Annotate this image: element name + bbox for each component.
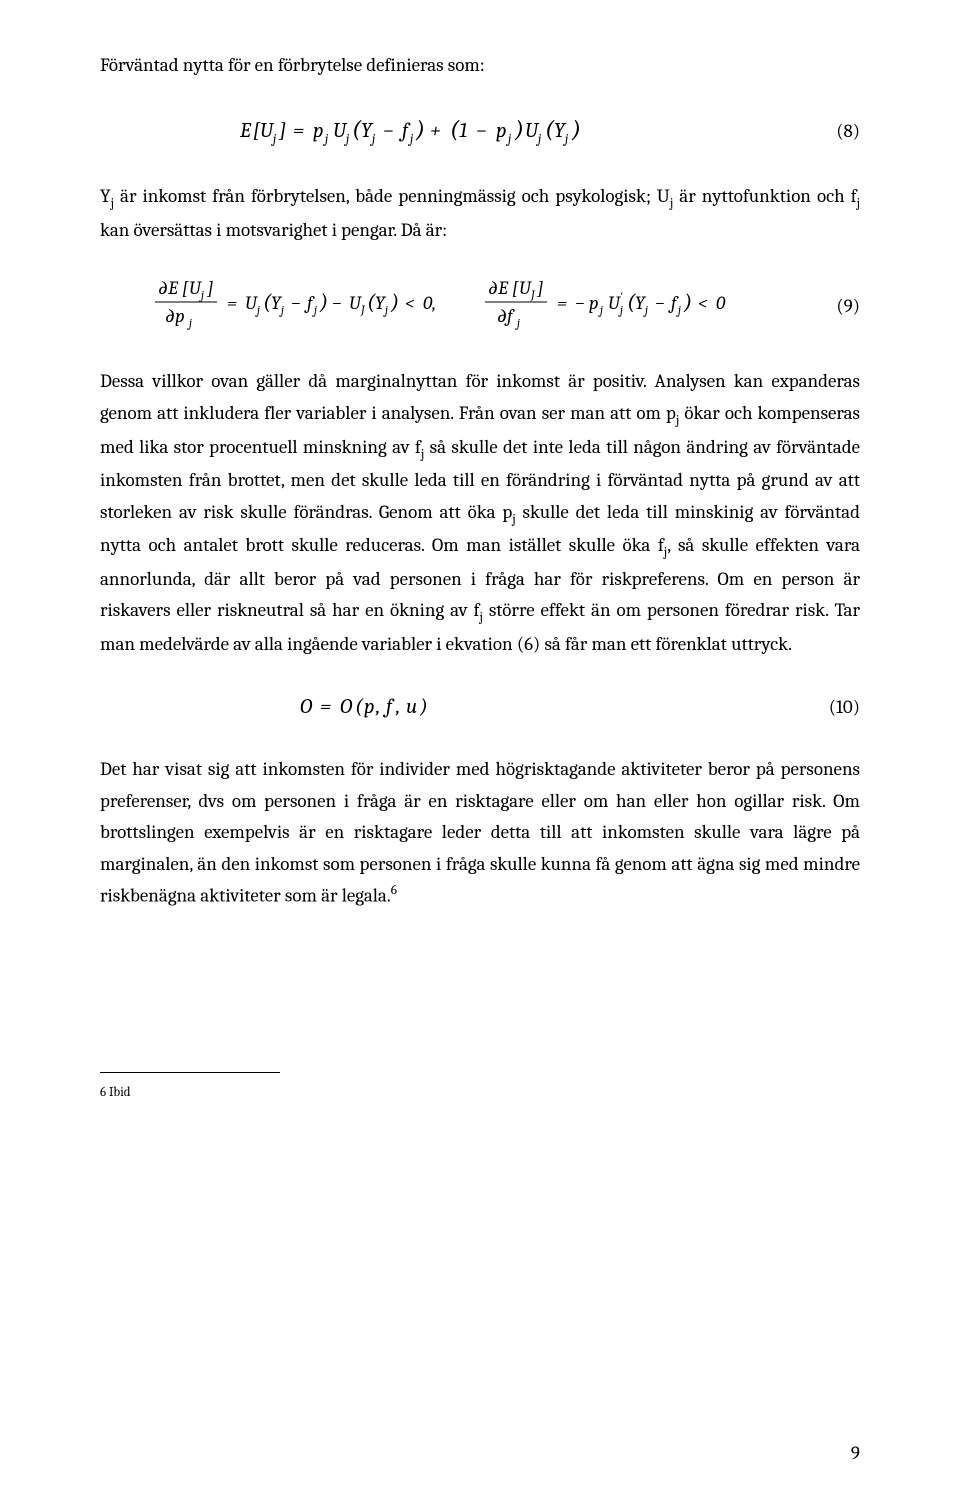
svg-text:]: ] [278,119,286,143]
svg-text:j: j [676,303,681,317]
svg-text:0: 0 [716,292,726,314]
svg-text:): ) [571,115,581,143]
paragraph-2: Dessa villkor ovan gäller då marginalnyt… [100,366,860,660]
equation-10-number: (10) [800,692,860,723]
svg-text:0,: 0, [423,292,436,314]
svg-text:<: < [405,292,415,314]
footnote-ref-6: 6 [391,883,397,898]
svg-text:+: + [430,119,441,143]
svg-text:J: J [360,303,366,317]
svg-text:−: − [575,292,585,314]
svg-text:1: 1 [459,119,467,143]
svg-text:−: − [383,119,394,143]
svg-text:=: = [557,292,567,314]
equation-9-number: (9) [800,291,860,322]
footnote-separator [100,1072,280,1073]
svg-text:j: j [187,316,192,330]
svg-text:j: j [408,132,413,147]
equation-9: ∂E [ U j ] ∂p j = U j ( Y j − f j ) − U … [100,276,800,336]
svg-text:j: j [515,316,520,330]
svg-text:<: < [698,292,708,314]
page-number: 9 [851,1438,860,1469]
svg-text:∂p: ∂p [165,305,185,327]
svg-text:J: J [530,288,536,302]
equation-9-block: ∂E [ U j ] ∂p j = U j ( Y j − f j ) − U … [100,276,860,336]
svg-text:E: E [240,119,252,143]
svg-text:−: − [655,292,665,314]
svg-text:): ) [319,289,328,315]
svg-text:): ) [390,289,399,315]
svg-text:p: p [496,119,507,143]
svg-text:): ) [419,695,428,719]
svg-text:): ) [683,289,692,315]
svg-text:=: = [293,119,304,143]
svg-text:,: , [375,695,380,719]
svg-text:]: ] [536,277,543,299]
svg-text:p: p [364,695,375,719]
svg-text:): ) [514,115,524,143]
equation-8: E [ U j ] = p j U j ( Y j − f j ) + ( 1 … [100,111,800,151]
equation-10: O = O ( p , f , u ) [100,690,680,724]
svg-text:=: = [227,292,237,314]
svg-text:,: , [395,695,400,719]
svg-text:−: − [291,292,301,314]
equation-8-number: (8) [800,116,860,147]
svg-text:∂f: ∂f [497,305,515,327]
svg-text:): ) [415,115,425,143]
svg-text:=: = [320,695,331,719]
svg-text:[: [ [512,277,519,299]
svg-text:′: ′ [620,290,623,304]
svg-text:∂E: ∂E [158,277,179,299]
svg-text:j: j [312,303,317,317]
svg-text:−: − [332,292,342,314]
svg-text:]: ] [206,277,213,299]
svg-text:[: [ [182,277,189,299]
definition-line: Förväntad nytta för en förbrytelse defin… [100,50,860,81]
svg-text:O: O [300,695,313,719]
svg-text:−: − [476,119,487,143]
svg-text:u: u [406,695,417,719]
svg-text:j: j [598,303,603,317]
svg-text:O: O [340,695,353,719]
svg-text:∂E: ∂E [488,277,509,299]
equation-10-block: O = O ( p , f , u ) (10) [100,690,860,724]
equation-8-block: E [ U j ] = p j U j ( Y j − f j ) + ( 1 … [100,111,860,151]
svg-text:f: f [382,695,395,719]
paragraph-1: Yj är inkomst från förbrytelsen, både pe… [100,181,860,246]
svg-text:p: p [313,119,324,143]
svg-text:j: j [506,132,511,147]
footnote-6: 6 Ibid [100,1082,860,1103]
svg-text:p: p [589,292,599,314]
paragraph-3: Det har visat sig att inkomsten för indi… [100,754,860,911]
svg-text:(: ( [355,695,364,719]
svg-text:j: j [323,132,328,147]
